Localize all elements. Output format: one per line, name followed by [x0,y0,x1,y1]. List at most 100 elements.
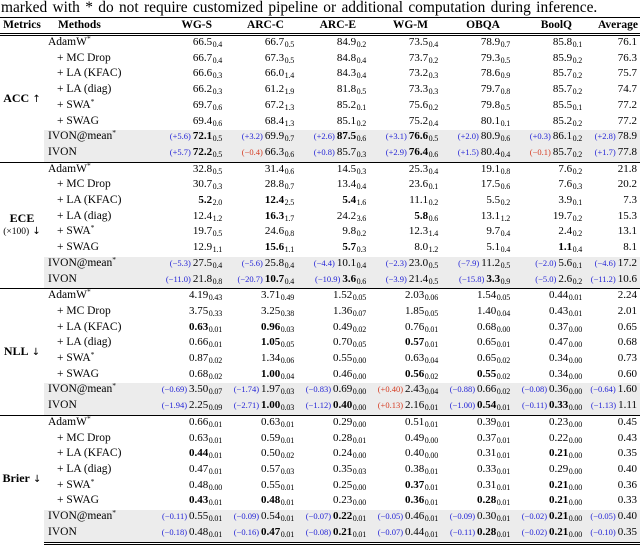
main-value: 25.3 [408,162,429,175]
value-cell-arc-c: 1.000.04 [222,368,294,384]
stddev-subscript: 0.1 [572,102,583,112]
stddev-subscript: 0.03 [280,324,294,334]
value-cell-wg-s: 0.660.01 [150,414,222,432]
delta-value: (−10.9) [315,273,341,284]
stddev-subscript: 0.5 [500,55,511,65]
stddev-subscript: 0.01 [424,340,438,350]
method-label-ivon-mean: IVON@mean* [44,509,150,526]
main-value: 0.40 [405,447,425,460]
main-value: 5.5 [486,194,501,207]
main-value: 0.65 [477,352,497,365]
main-value: 0.55 [261,478,281,491]
stddev-subscript: 0.01 [496,419,510,429]
main-value: 5.1 [486,241,501,254]
value-cell-wg-s: 0.470.01 [150,463,222,479]
main-value: 72.1 [192,130,213,143]
main-value: 81.8 [336,83,357,96]
stddev-subscript: 0.8 [500,166,511,176]
value-cell-boolq: 7.60.2 [510,161,582,179]
value-cell-arc-c: 0.630.01 [222,414,294,432]
main-value: 32.8 [192,162,213,175]
main-value: 76.1 [617,36,637,48]
value-cell-wg-m: 12.31.4 [366,225,438,241]
main-value: 16.3 [264,209,285,222]
main-value: 85.8 [552,36,573,48]
stddev-subscript: 0.00 [352,356,366,366]
main-value: 5.6 [558,256,573,269]
main-value: 12.3 [408,225,429,238]
asterisk-marker: * [86,287,91,297]
main-value: 8.1 [623,241,637,254]
delta-value: (−0.18) [161,526,188,537]
main-value: 0.37 [405,478,425,491]
main-value: 0.47 [549,336,569,349]
stddev-subscript: 0.01 [280,419,294,429]
main-value: 69.7 [192,98,213,111]
value-cell-arc-e: 9.80.2 [294,225,366,241]
main-value: 87.5 [336,130,357,143]
main-value: 0.49 [333,320,353,333]
main-value: 0.29 [549,462,569,475]
stddev-subscript: 0.6 [284,166,295,176]
method-label-adamw: AdamW* [44,287,150,305]
value-cell-arc-e: 0.490.02 [294,321,366,337]
stddev-subscript: 0.01 [280,482,294,492]
stddev-subscript: 0.07 [208,387,222,397]
value-cell-arc-e: 0.250.00 [294,479,366,495]
value-cell-arc-e: 84.30.4 [294,67,366,83]
main-value: 0.69 [333,383,353,396]
stddev-subscript: 0.01 [208,529,222,539]
method-label-ivon-mean: IVON@mean* [44,382,150,400]
stddev-subscript: 0.2 [356,118,367,128]
main-value: 2.6 [558,272,573,285]
value-cell-boolq: (−0.1) 85.70.2 [510,145,583,163]
stddev-subscript: 0.05 [280,340,294,350]
stddev-subscript: 0.01 [424,466,438,476]
stddev-subscript: 0.00 [352,482,366,492]
main-value: 0.50 [261,447,281,460]
value-cell-arc-e: (+2.6) 87.50.6 [294,130,366,146]
table-row-nll-swag: + SWAG 0.680.02 1.000.04 0.460.00 0.560.02 0.… [0,368,640,384]
value-cell-wg-s: 0.680.02 [150,368,222,384]
main-value: 0.56 [405,367,425,380]
stddev-subscript: 0.01 [208,498,222,508]
stddev-subscript: 0.01 [496,451,510,461]
main-value: 74.7 [617,83,637,96]
col-header-methods: Methods [44,17,150,36]
value-cell-arc-c: 1.340.06 [222,352,294,368]
main-value: 2.25 [189,399,209,412]
main-value: 85.7 [552,67,573,80]
main-value: 85.7 [552,145,573,158]
main-value: 0.68 [617,336,637,349]
stddev-subscript: 0.4 [212,260,223,270]
value-cell-wg-s: 0.870.02 [150,352,222,368]
value-cell-average: 13.1 [582,225,640,241]
value-cell-wg-s: 69.40.6 [150,115,222,131]
delta-value: (−0.69) [161,384,188,395]
main-value: 0.28 [477,494,497,507]
delta-value: (−4.6) [594,257,616,268]
main-value: 1.97 [261,383,281,396]
main-value: 0.54 [261,510,281,523]
value-cell-arc-e: 1.520.05 [294,288,366,305]
value-cell-average: 75.7 [582,67,640,83]
arrow-down-icon: ↓ [29,226,41,238]
main-value: 66.5 [192,36,213,48]
main-value: 7.6 [558,178,573,191]
stddev-subscript: 0.2 [572,149,583,159]
value-cell-boolq: 0.440.01 [510,288,582,305]
value-cell-average: 74.7 [582,83,640,99]
value-cell-arc-c: 16.31.7 [222,210,294,226]
main-value: 78.9 [480,36,501,48]
main-value: 85.7 [552,83,573,96]
main-value: 0.65 [617,320,637,333]
main-value: 72.2 [192,145,213,158]
main-value: 73.3 [408,83,429,96]
main-value: 0.28 [333,431,353,444]
value-cell-boolq: 85.20.2 [510,115,582,131]
value-cell-boolq: 0.210.00 [510,447,582,463]
main-value: 0.37 [477,431,497,444]
stddev-subscript: 0.3 [356,245,367,255]
main-value: 0.76 [405,320,425,333]
stddev-subscript: 0.02 [496,356,510,366]
